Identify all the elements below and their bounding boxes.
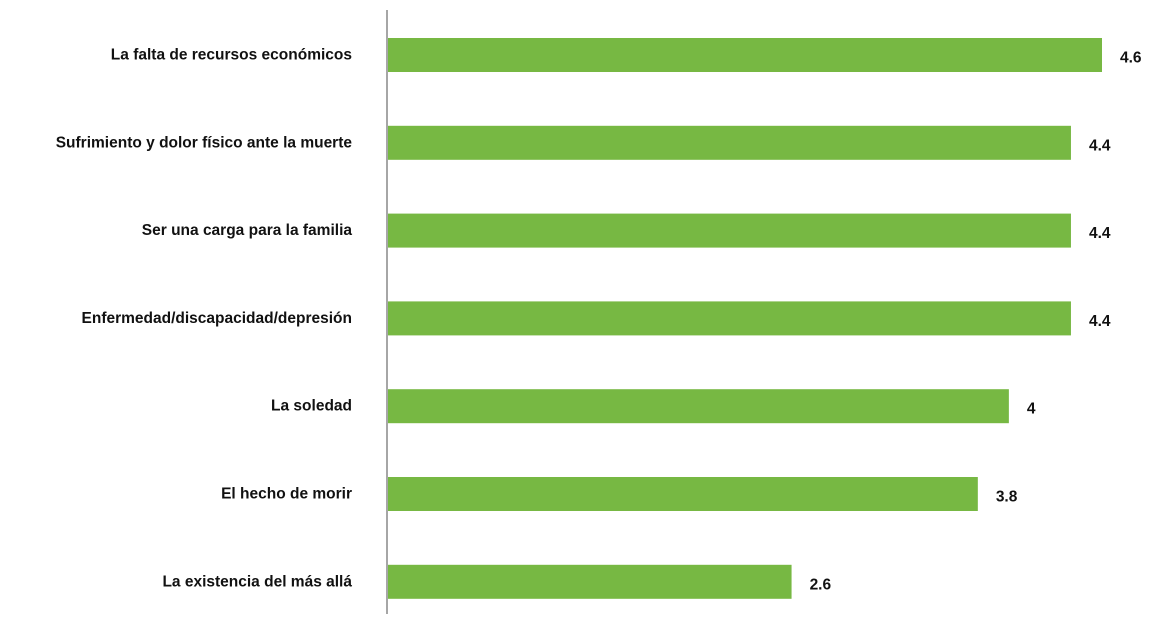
bar-3: [388, 213, 1071, 248]
value-label: 4.4: [1089, 137, 1111, 154]
bar-4: [388, 301, 1071, 336]
value-label: 4.6: [1120, 50, 1142, 67]
category-label: La existencia del más allá: [162, 573, 352, 590]
value-labels: 4.6 4.4 4.4 4.4 4 3.8 2.6: [810, 50, 1142, 594]
bar-1: [388, 38, 1102, 72]
value-label: 3.8: [996, 489, 1018, 506]
value-label: 4: [1027, 401, 1036, 418]
category-label: Enfermedad/discapacidad/depresión: [82, 310, 352, 327]
category-labels: La falta de recursos económicos Sufrimien…: [56, 47, 353, 591]
bar-5: [388, 389, 1009, 424]
category-label: Sufrimiento y dolor físico ante la muert…: [56, 134, 353, 151]
value-label: 4.4: [1089, 225, 1111, 242]
value-label: 2.6: [810, 576, 832, 593]
bar-7: [388, 564, 792, 599]
value-label: 4.4: [1089, 313, 1111, 330]
bars: [388, 38, 1102, 599]
category-label: El hecho de morir: [221, 486, 352, 503]
bar-2: [388, 125, 1071, 160]
bar-6: [388, 477, 978, 511]
category-label: Ser una carga para la familia: [142, 222, 353, 239]
category-label: La soledad: [271, 398, 352, 415]
category-label: La falta de recursos económicos: [111, 47, 352, 64]
